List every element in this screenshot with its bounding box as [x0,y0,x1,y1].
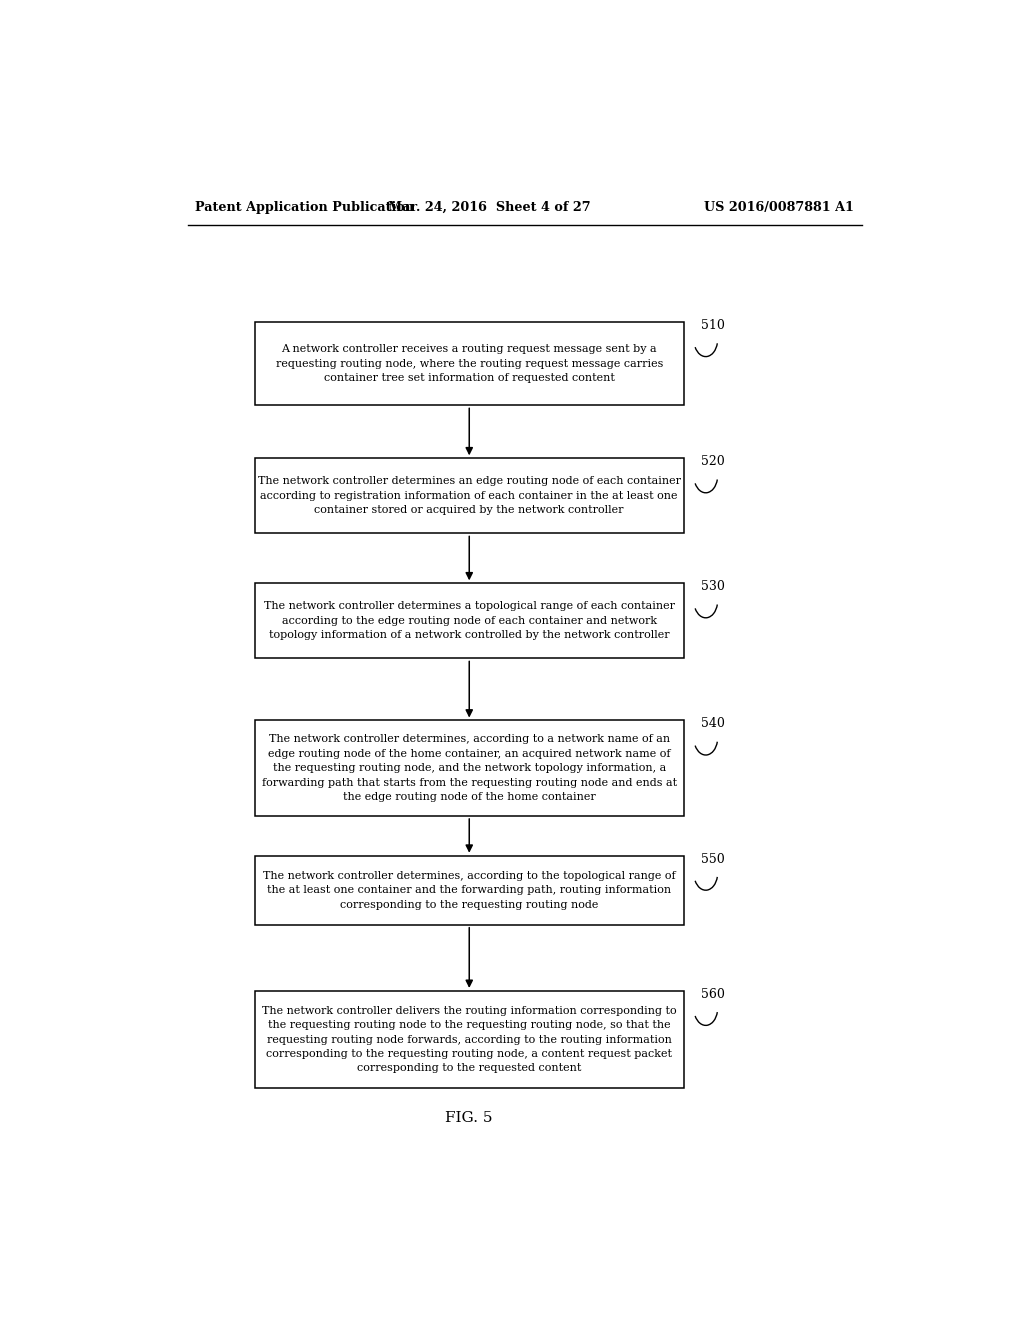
Bar [255,322,684,405]
Text: 510: 510 [701,319,725,333]
Text: The network controller determines, according to a network name of an
edge routin: The network controller determines, accor… [262,734,677,803]
Text: Patent Application Publication: Patent Application Publication [196,201,415,214]
Text: 550: 550 [701,853,725,866]
Text: 560: 560 [701,987,725,1001]
Text: The network controller determines an edge routing node of each container
accordi: The network controller determines an edg… [258,477,681,515]
Text: The network controller delivers the routing information corresponding to
the req: The network controller delivers the rout… [262,1006,677,1073]
Bar [255,991,684,1089]
Bar [255,583,684,659]
Text: The network controller determines, according to the topological range of
the at : The network controller determines, accor… [263,871,676,909]
Text: US 2016/0087881 A1: US 2016/0087881 A1 [705,201,854,214]
Text: 520: 520 [701,455,725,469]
Bar [255,458,684,533]
Bar [255,721,684,816]
Text: 530: 530 [701,581,725,593]
Text: FIG. 5: FIG. 5 [445,1111,493,1125]
Bar [255,855,684,925]
Text: A network controller receives a routing request message sent by a
requesting rou: A network controller receives a routing … [275,345,663,383]
Text: 540: 540 [701,718,725,730]
Text: The network controller determines a topological range of each container
accordin: The network controller determines a topo… [264,602,675,640]
Text: Mar. 24, 2016  Sheet 4 of 27: Mar. 24, 2016 Sheet 4 of 27 [388,201,591,214]
